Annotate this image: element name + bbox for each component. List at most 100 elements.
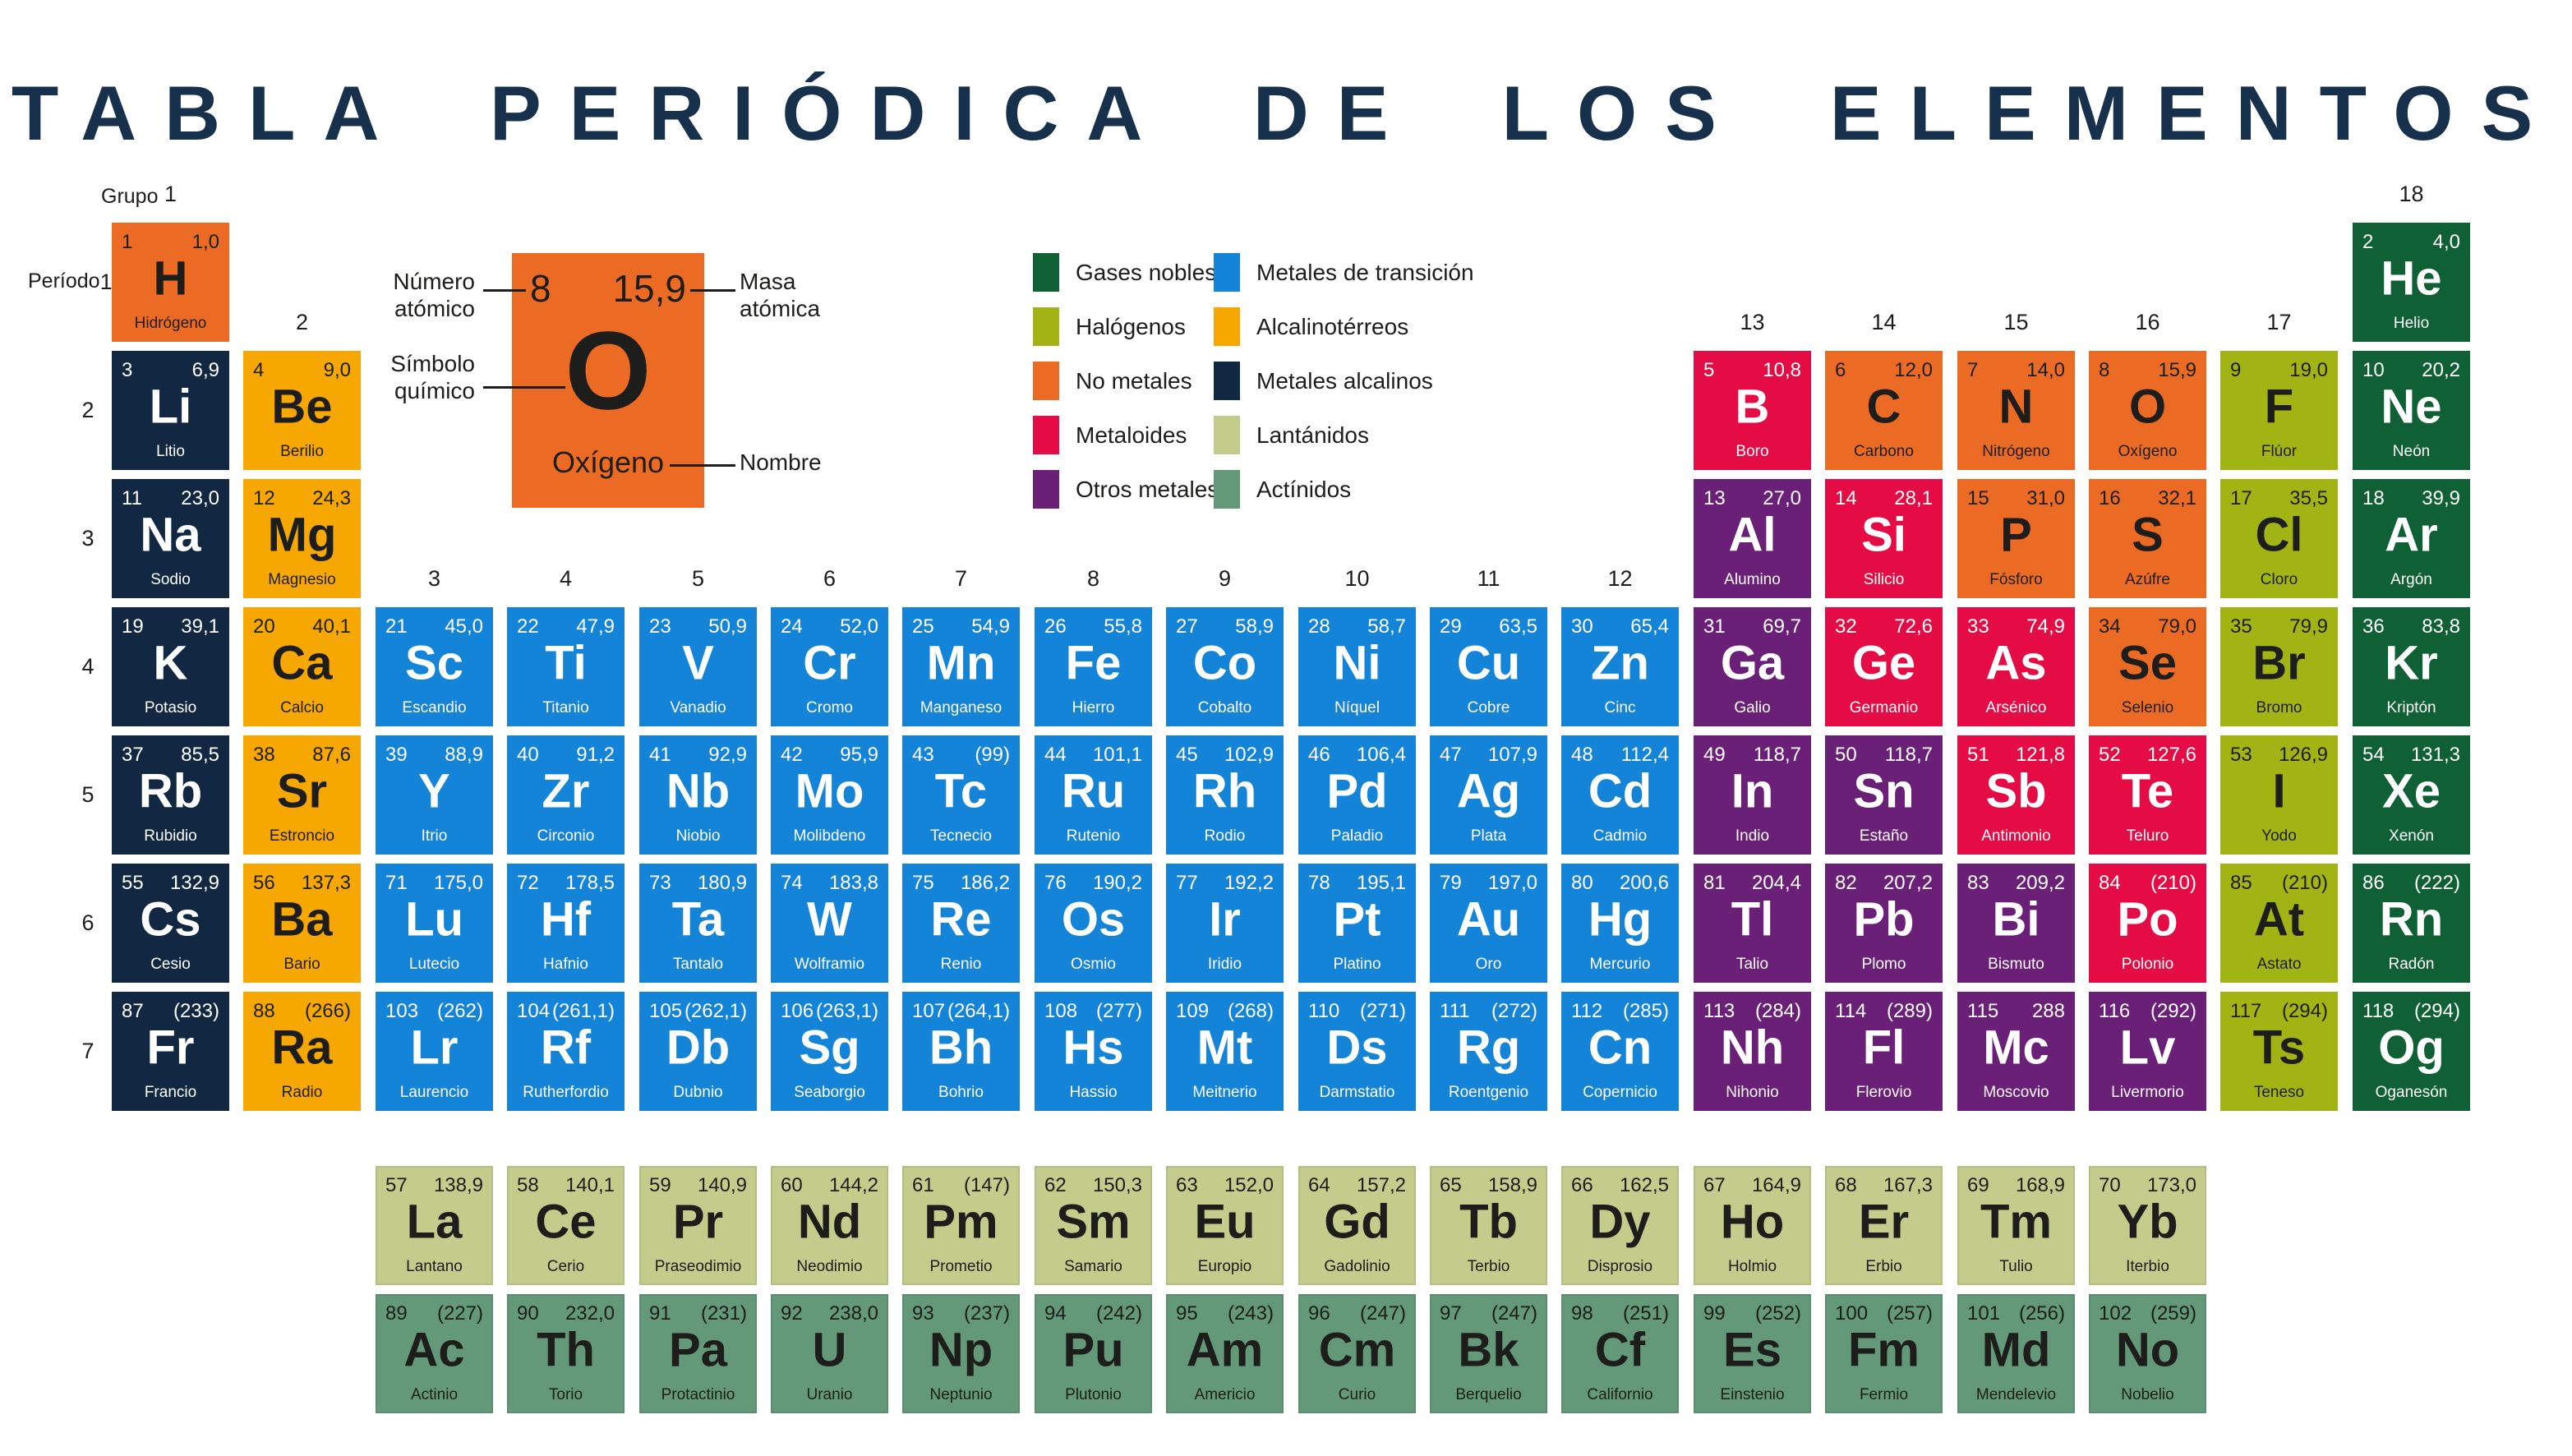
element-name: Fósforo [1989, 571, 2043, 588]
element-name: Bario [283, 956, 320, 973]
element-name: Wolframio [794, 956, 865, 973]
element-name: Platino [1333, 956, 1381, 973]
element-name: Nitrógeno [1982, 443, 2050, 460]
atomic-mass: 91,2 [576, 744, 615, 766]
element-cell-Ts: 117 (294) Ts Teneso [2220, 992, 2338, 1111]
element-cell-Br: 35 79,9 Br Bromo [2220, 607, 2338, 726]
atomic-mass: 288 [2031, 1000, 2065, 1022]
atomic-mass: (263,1) [815, 1000, 878, 1022]
element-symbol: Co [1192, 636, 1257, 690]
atomic-number: 26 [1044, 615, 1067, 638]
element-name: Rutherfordio [523, 1084, 609, 1101]
element-name: Erbio [1865, 1258, 1902, 1275]
element-symbol: U [812, 1323, 847, 1377]
atomic-number: 12 [253, 487, 275, 509]
element-symbol: Tm [1980, 1195, 2052, 1249]
element-symbol: Lu [405, 892, 463, 947]
element-name: Indio [1735, 827, 1770, 845]
atomic-number: 93 [912, 1302, 934, 1325]
element-cell-C: 6 12,0 C Carbono [1825, 351, 1943, 470]
atomic-mass: 238,0 [828, 1302, 878, 1325]
element-name: Níquel [1334, 699, 1380, 716]
atomic-mass: (227) [436, 1302, 483, 1325]
atomic-mass: 112,4 [1620, 744, 1669, 766]
connector-line-numero [483, 289, 526, 292]
atomic-number: 33 [1967, 615, 1989, 638]
element-symbol: Hf [540, 892, 592, 947]
legend-swatch-metales-alcalinos [1214, 362, 1240, 400]
element-symbol: Rn [2379, 892, 2444, 947]
element-symbol: Pu [1062, 1323, 1124, 1377]
atomic-number: 13 [1703, 487, 1726, 509]
element-name: Tecnecio [930, 827, 992, 845]
element-name: Einstenio [1720, 1386, 1785, 1403]
element-symbol: Ne [2381, 380, 2442, 434]
element-name: Hierro [1072, 699, 1115, 716]
element-symbol: Ba [271, 892, 333, 947]
group-label-15: 15 [2003, 310, 2029, 334]
element-symbol: Pm [924, 1195, 998, 1249]
atomic-mass: 10,8 [1763, 359, 1801, 381]
element-symbol: Ir [1209, 892, 1241, 947]
atomic-mass: (277) [1095, 1000, 1142, 1022]
atomic-mass: (210) [2150, 872, 2196, 894]
element-cell-H: 1 1,0 H Hidrógeno [112, 223, 229, 342]
element-symbol: Sm [1056, 1195, 1131, 1249]
atomic-mass: 127,6 [2146, 744, 2196, 766]
atomic-number: 97 [1440, 1302, 1462, 1325]
element-name: Bromo [2256, 699, 2302, 716]
element-name: Hidrógeno [134, 315, 207, 332]
element-cell-Th: 90 232,0 Th Torio [507, 1294, 625, 1413]
element-name: Disprosio [1587, 1258, 1653, 1275]
element-cell-Au: 79 197,0 Au Oro [1430, 864, 1547, 983]
legend-item-metaloides: Metaloides [1033, 416, 1378, 454]
atomic-number: 64 [1308, 1174, 1330, 1196]
atomic-number: 14 [1835, 487, 1857, 509]
element-symbol: Fm [1848, 1323, 1920, 1377]
period-label-6: 6 [81, 910, 94, 935]
element-cell-In: 49 118,7 In Indio [1694, 735, 1811, 855]
connector-line-simbolo [483, 386, 565, 389]
element-symbol: Mt [1196, 1021, 1253, 1075]
element-symbol: Br [2252, 636, 2306, 690]
atomic-mass: (268) [1227, 1000, 1274, 1022]
element-name: Protactinio [661, 1386, 735, 1403]
element-symbol: Sc [405, 636, 463, 690]
atomic-mass: 47,9 [576, 615, 615, 638]
atomic-mass: (284) [1754, 1000, 1801, 1022]
atomic-number: 20 [253, 615, 275, 638]
atomic-mass: 132,9 [169, 872, 219, 894]
element-symbol: N [1998, 380, 2034, 434]
period-label-7: 7 [81, 1038, 94, 1063]
atomic-number: 71 [385, 872, 408, 894]
element-symbol: Og [2378, 1021, 2445, 1075]
group-label-8: 8 [1086, 566, 1100, 591]
element-cell-O: 8 15,9 O Oxígeno [2089, 351, 2206, 470]
atomic-mass: 27,0 [1763, 487, 1801, 509]
element-name: Helio [2393, 315, 2430, 332]
element-symbol: Pd [1326, 764, 1388, 818]
legend-label-halogenos: Halógenos [1076, 313, 1186, 339]
element-symbol: H [153, 251, 188, 306]
element-cell-Ar: 18 39,9 Ar Argón [2353, 479, 2470, 598]
element-symbol: Rg [1456, 1021, 1521, 1075]
element-name: Tantalo [672, 956, 724, 973]
element-cell-P: 15 31,0 P Fósforo [1957, 479, 2075, 598]
element-name: Calcio [280, 699, 324, 716]
element-cell-Eu: 63 152,0 Eu Europio [1166, 1166, 1284, 1285]
element-name: Californio [1587, 1386, 1653, 1403]
atomic-number: 111 [1440, 1000, 1470, 1022]
element-cell-Bi: 83 209,2 Bi Bismuto [1957, 864, 2075, 983]
element-name: Titanio [542, 699, 589, 716]
period-label-4: 4 [81, 653, 94, 679]
atomic-mass: (266) [304, 1000, 351, 1022]
element-symbol: Bi [1992, 892, 2040, 947]
legend-label-lantanidos: Lantánidos [1256, 422, 1370, 448]
period-label-3: 3 [81, 525, 94, 551]
atomic-mass: (257) [1886, 1302, 1933, 1325]
atomic-number: 25 [912, 615, 934, 638]
atomic-mass: 152,0 [1224, 1174, 1274, 1196]
atomic-number: 110 [1308, 1000, 1340, 1022]
element-symbol: Eu [1194, 1195, 1256, 1249]
element-cell-U: 92 238,0 U Uranio [771, 1294, 888, 1413]
